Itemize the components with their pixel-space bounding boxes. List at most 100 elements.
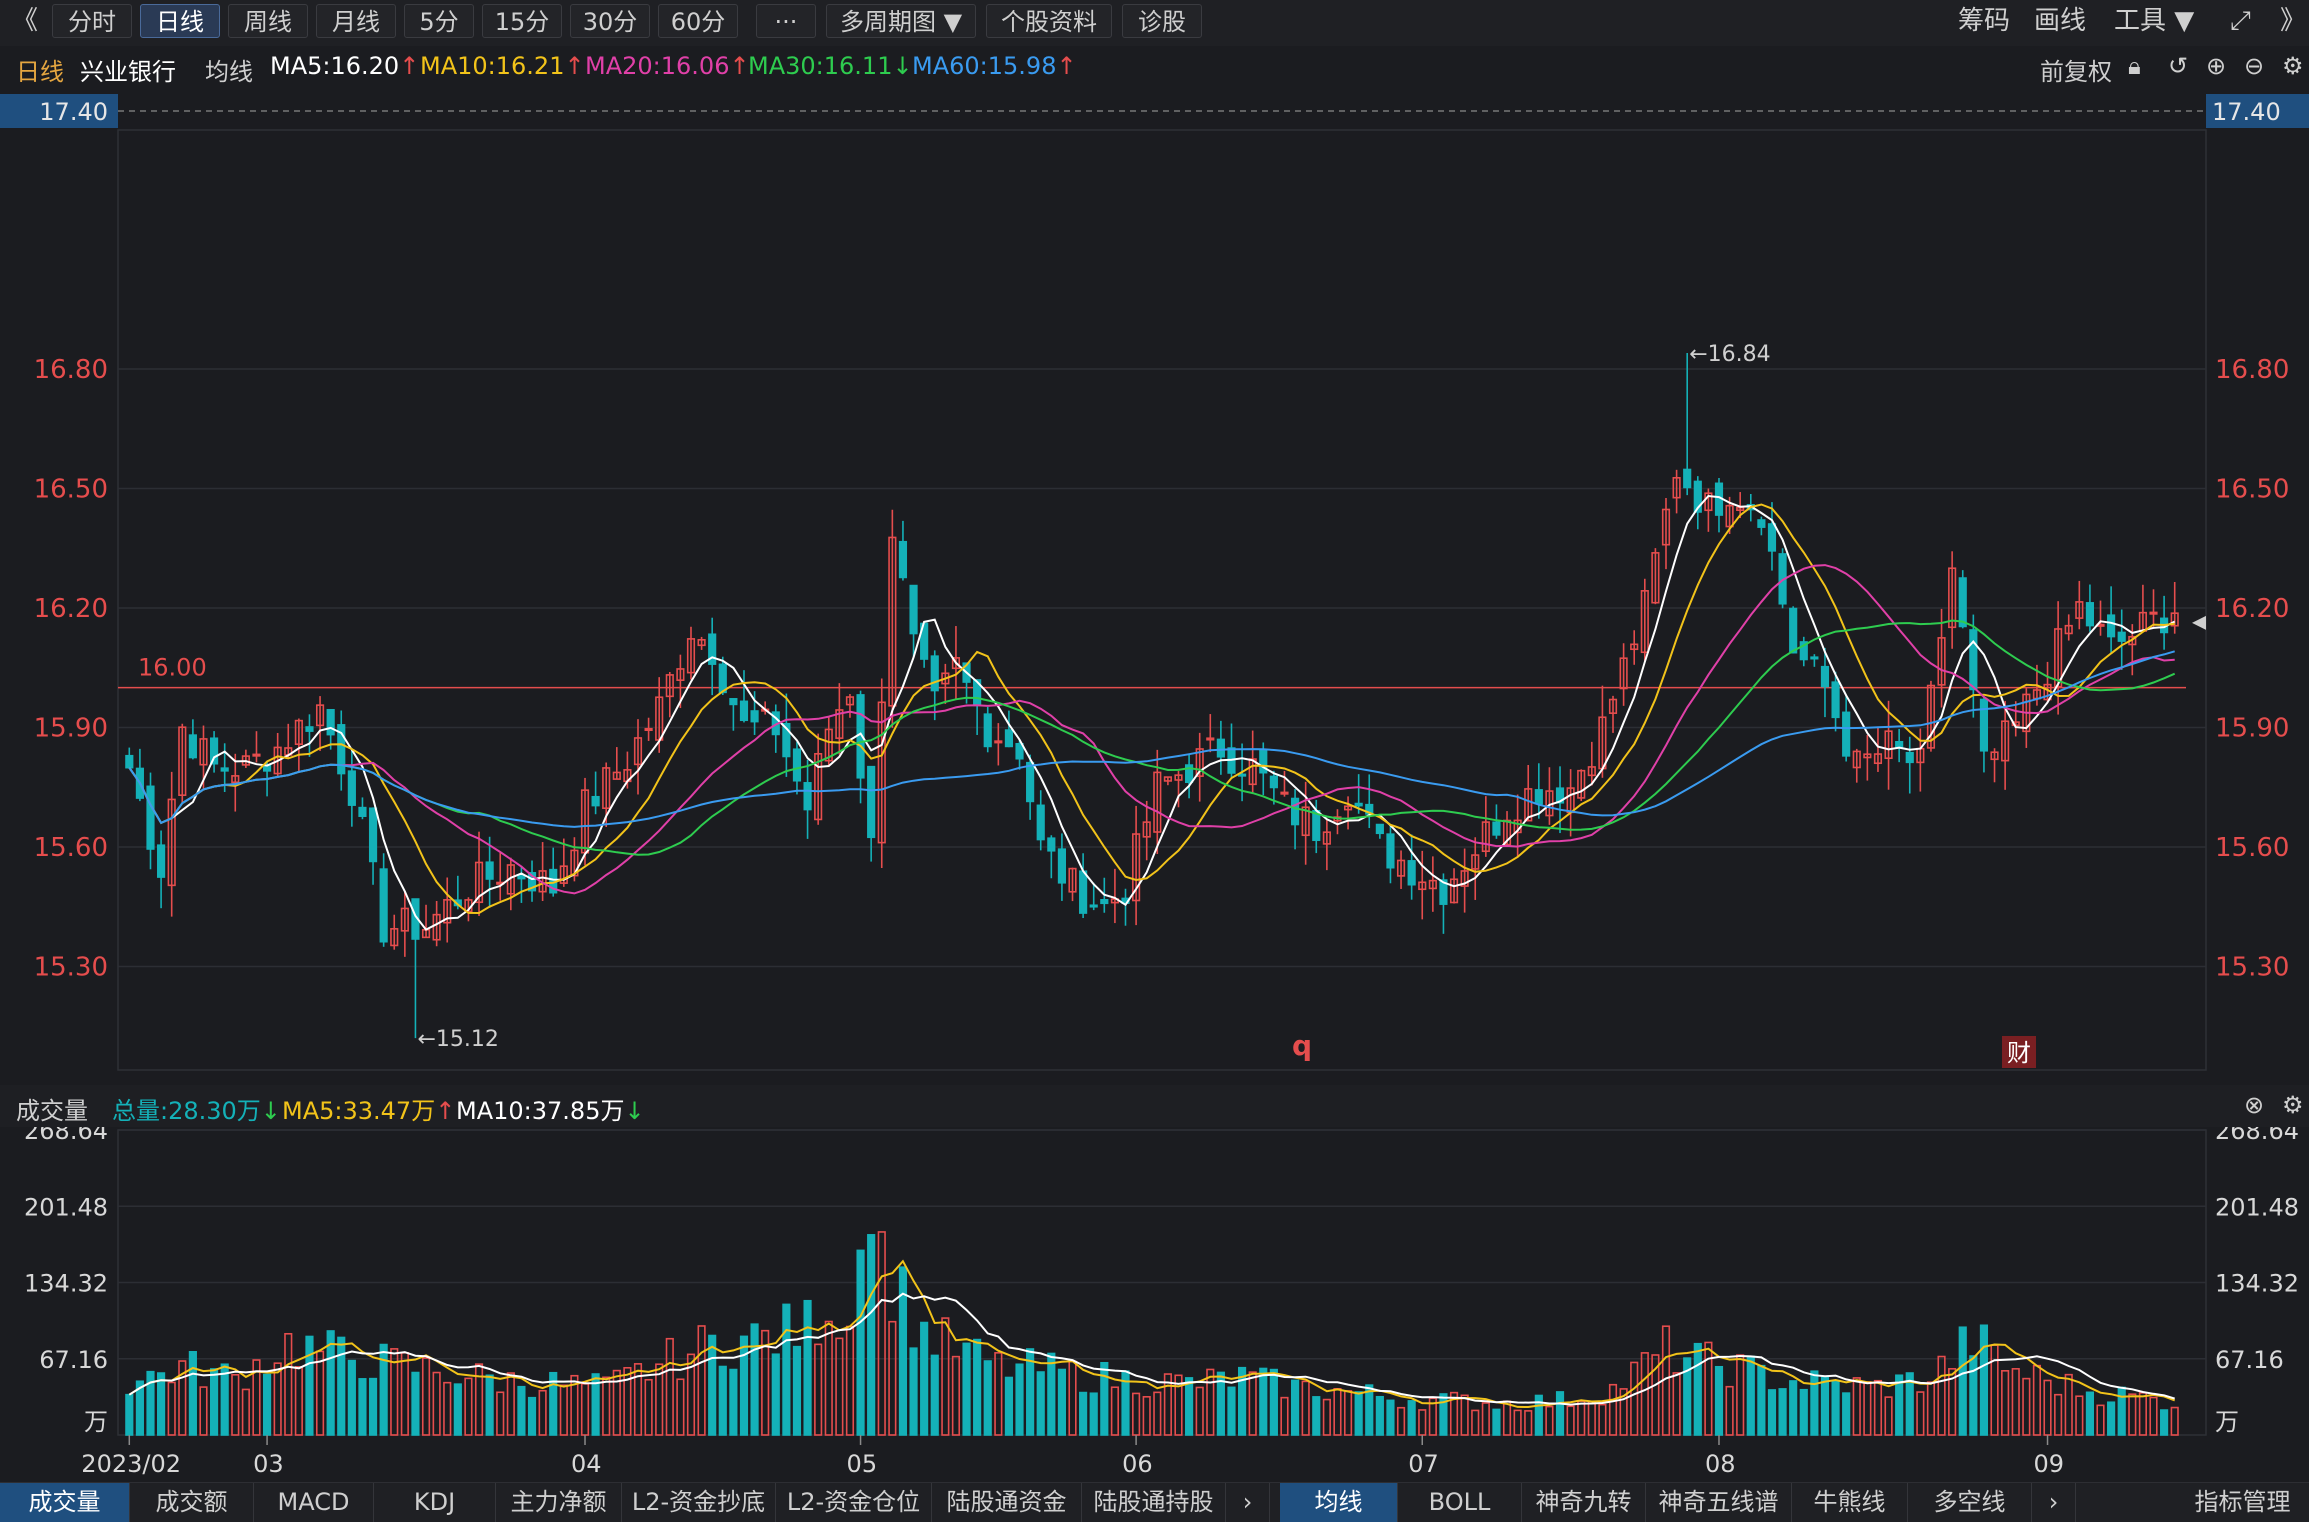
- candle-body: [1237, 773, 1247, 777]
- candle-body: [644, 727, 653, 732]
- candle-body: [1524, 788, 1533, 822]
- volume-bar: [1937, 1355, 1946, 1436]
- volume-bar: [496, 1391, 505, 1436]
- volume-bar: [1142, 1396, 1151, 1436]
- candle-body: [877, 701, 886, 844]
- tab-long-short[interactable]: 多空线: [1908, 1483, 2032, 1522]
- arrow-up-icon: ↑: [564, 52, 585, 80]
- candle-body: [1926, 684, 1936, 749]
- tab-30min[interactable]: 30分: [570, 4, 650, 38]
- tab-boll[interactable]: BOLL: [1398, 1483, 1522, 1522]
- tab-15min[interactable]: 15分: [482, 4, 562, 38]
- candle-body: [146, 785, 155, 850]
- more-icon[interactable]: ···: [756, 4, 816, 38]
- candle-body: [1100, 899, 1109, 905]
- indicator-manage-button[interactable]: 指标管理: [2194, 1488, 2291, 1516]
- candle-body: [1460, 870, 1469, 887]
- zoom-in-icon[interactable]: ⊕: [2206, 52, 2227, 80]
- candle-body: [379, 868, 388, 943]
- volume-bar: [1619, 1388, 1628, 1436]
- tab-l2-bottom[interactable]: L2-资金抄底: [622, 1483, 776, 1522]
- volume-bar: [2022, 1377, 2031, 1436]
- volume-bar: [1640, 1352, 1649, 1436]
- tab-ma[interactable]: 均线: [1280, 1483, 1398, 1522]
- volume-bar: [1820, 1376, 1830, 1436]
- tab-zhouxian[interactable]: 周线: [228, 4, 308, 38]
- tab-five-lines[interactable]: 神奇五线谱: [1646, 1483, 1792, 1522]
- arrow-up-icon: ↑: [1056, 52, 1077, 80]
- tab-kdj[interactable]: KDJ: [374, 1483, 496, 1522]
- forward-icon[interactable]: 》: [2280, 6, 2307, 36]
- tab-bull-bear[interactable]: 牛熊线: [1792, 1483, 1908, 1522]
- candle-body: [1852, 750, 1861, 769]
- tab-turnover[interactable]: 成交额: [130, 1483, 254, 1522]
- tab-fenshi[interactable]: 分时: [52, 4, 132, 38]
- volume-bar: [1799, 1388, 1808, 1436]
- tab-5min[interactable]: 5分: [404, 4, 474, 38]
- tab-volume[interactable]: 成交量: [0, 1483, 130, 1522]
- zoom-out-icon[interactable]: ⊖: [2244, 52, 2265, 80]
- volume-bar: [1163, 1373, 1172, 1436]
- volume-bar: [220, 1363, 229, 1436]
- candle-body: [951, 657, 961, 670]
- ma60-value: MA60:15.98↑: [912, 52, 1077, 80]
- tab-macd[interactable]: MACD: [254, 1483, 374, 1522]
- adjust-button[interactable]: 前复权: [2040, 58, 2112, 86]
- tab-60min[interactable]: 60分: [658, 4, 738, 38]
- event-marker-cai-box: [2002, 1036, 2036, 1068]
- gear-icon[interactable]: ⚙: [2282, 52, 2304, 80]
- lock-icon[interactable]: 🔒︎: [2128, 52, 2141, 80]
- candle-body: [708, 633, 717, 665]
- volume-bar: [305, 1335, 314, 1436]
- arrow-up-icon: ↑: [399, 52, 420, 80]
- volume-bar: [676, 1378, 685, 1436]
- arrow-down-icon: ↓: [624, 1097, 645, 1125]
- candle-body: [665, 674, 674, 698]
- tab-main-net[interactable]: 主力净额: [496, 1483, 622, 1522]
- candle-body: [2117, 631, 2126, 642]
- volume-bar: [1396, 1406, 1406, 1436]
- chevron-right-icon[interactable]: ›: [1226, 1483, 1270, 1522]
- candle-body: [1990, 751, 1999, 761]
- price-top-left: 17.40: [39, 98, 108, 126]
- candle-body: [2170, 612, 2179, 627]
- volume-bar: [1439, 1393, 1448, 1436]
- ma-label[interactable]: 均线: [205, 58, 253, 86]
- candle-body: [1163, 776, 1172, 782]
- volume-tick-right: 134.32: [2215, 1270, 2299, 1298]
- volume-bar: [729, 1368, 738, 1436]
- undo-icon[interactable]: ↺: [2168, 52, 2189, 80]
- volume-bar: [644, 1378, 653, 1436]
- tab-yuexian[interactable]: 月线: [316, 4, 396, 38]
- tab-hk-flow[interactable]: 陆股通资金: [932, 1483, 1082, 1522]
- chevron-right-icon[interactable]: ›: [2032, 1483, 2076, 1522]
- volume-bar: [1354, 1391, 1363, 1436]
- back-icon[interactable]: 《: [12, 6, 39, 36]
- stock-info-button[interactable]: 个股资料: [986, 4, 1112, 38]
- volume-bar: [1089, 1392, 1098, 1436]
- volume-bar: [1598, 1403, 1607, 1436]
- candle-body: [252, 753, 261, 757]
- tools-dropdown[interactable]: 工具 ▼: [2114, 6, 2195, 36]
- tab-rixian[interactable]: 日线: [140, 4, 220, 38]
- candle-body: [739, 700, 749, 722]
- diagnose-button[interactable]: 诊股: [1122, 4, 1202, 38]
- gear-icon[interactable]: ⚙: [2282, 1091, 2304, 1119]
- candle-body: [1481, 821, 1490, 853]
- volume-bar: [761, 1329, 770, 1436]
- tab-l2-position[interactable]: L2-资金仓位: [776, 1483, 932, 1522]
- fullscreen-icon[interactable]: ⤢: [2230, 6, 2251, 36]
- volume-bar: [1842, 1392, 1851, 1436]
- arrow-down-icon: ↓: [892, 52, 913, 80]
- tab-hk-holding[interactable]: 陆股通持股: [1082, 1483, 1226, 1522]
- multi-period-dropdown[interactable]: 多周期图 ▼: [826, 4, 976, 38]
- high-marker: ←16.84: [1689, 342, 1770, 367]
- chip-button[interactable]: 筹码: [1958, 6, 2011, 36]
- volume-bar: [1905, 1372, 1914, 1436]
- close-icon[interactable]: ⊗: [2244, 1091, 2265, 1119]
- draw-line-button[interactable]: 画线: [2034, 6, 2087, 36]
- tab-td9[interactable]: 神奇九转: [1522, 1483, 1646, 1522]
- volume-bar: [1555, 1391, 1565, 1436]
- volume-bar: [1789, 1380, 1798, 1436]
